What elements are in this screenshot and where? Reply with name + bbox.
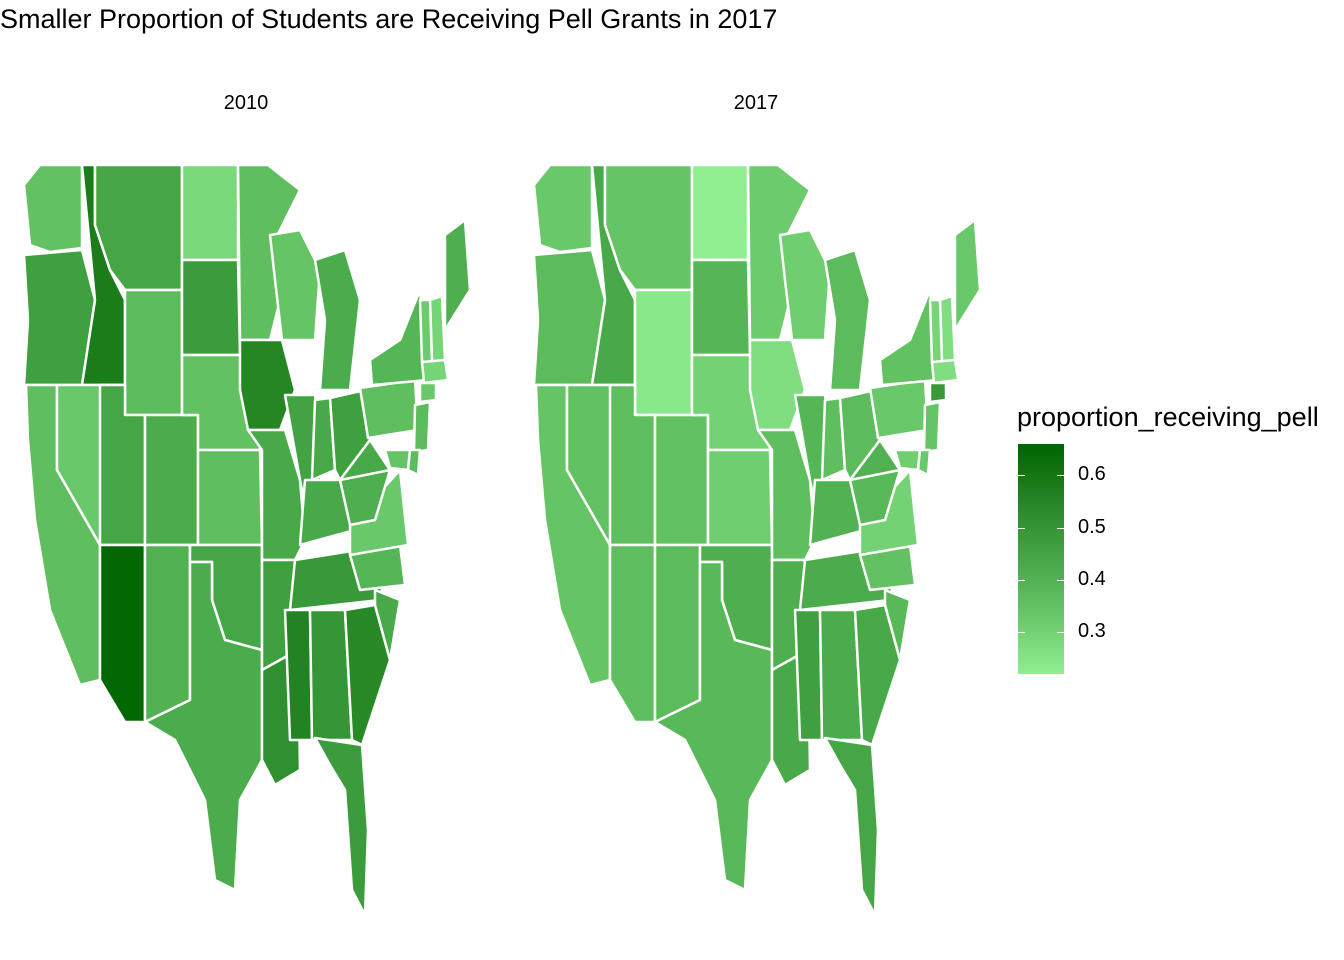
state-wy-2010	[123, 288, 184, 417]
state-mi-2017	[823, 248, 872, 392]
state-wi-2017	[778, 228, 832, 342]
state-ga-2017	[853, 603, 902, 747]
state-wa-2017	[532, 163, 594, 254]
legend-tick-mark	[1018, 579, 1025, 581]
state-ia-2010	[238, 338, 297, 432]
state-me-2010	[443, 218, 472, 332]
state-ms-2010	[283, 608, 314, 742]
state-sc-2017	[883, 588, 912, 662]
state-me-2017	[953, 218, 982, 332]
state-pa-2017	[868, 378, 930, 440]
state-nm-2010	[143, 543, 192, 724]
state-mo-2010	[246, 428, 307, 562]
facet-map-2010	[22, 163, 472, 917]
state-ct-2010	[418, 381, 438, 404]
state-nd-2017	[690, 163, 750, 262]
state-wi-2010	[268, 228, 322, 342]
state-ks-2017	[706, 448, 774, 547]
state-wv-2017	[848, 468, 902, 527]
state-wv-2010	[338, 468, 392, 527]
state-ma-2010	[420, 358, 450, 385]
state-co-2010	[143, 413, 200, 547]
state-wa-2010	[22, 163, 84, 254]
state-nm-2017	[653, 543, 702, 724]
state-wy-2017	[633, 288, 694, 417]
legend-tick-mark	[1057, 475, 1064, 477]
legend-title: proportion_receiving_pell	[1017, 402, 1319, 432]
state-fl-2017	[823, 736, 880, 917]
legend-colorbar	[1018, 444, 1064, 674]
state-md-2010	[383, 448, 412, 472]
facet-map-2017	[532, 163, 982, 917]
state-ks-2010	[196, 448, 264, 547]
state-fl-2010	[313, 736, 370, 917]
chart-title: Smaller Proportion of Students are Recei…	[0, 4, 778, 34]
state-ia-2017	[748, 338, 807, 432]
state-sd-2010	[180, 258, 242, 357]
state-vt-2017	[928, 298, 944, 364]
legend-tick-label: 0.6	[1078, 463, 1106, 486]
legend-tick-label: 0.4	[1078, 567, 1106, 590]
state-ga-2010	[343, 603, 392, 747]
legend-tick-mark	[1057, 632, 1064, 634]
state-pa-2010	[358, 378, 420, 440]
state-nd-2010	[180, 163, 240, 262]
legend-tick-label: 0.3	[1078, 620, 1106, 643]
state-ma-2017	[930, 358, 960, 385]
legend-tick-mark	[1057, 579, 1064, 581]
state-co-2017	[653, 413, 710, 547]
legend-tick-mark	[1018, 475, 1025, 477]
state-az-2010	[98, 543, 147, 724]
state-nj-2017	[922, 400, 942, 454]
state-tx-2010	[143, 560, 264, 892]
state-md-2017	[893, 448, 922, 472]
state-az-2017	[608, 543, 657, 724]
state-mo-2017	[756, 428, 817, 562]
state-vt-2010	[418, 298, 434, 364]
state-sc-2010	[373, 588, 402, 662]
state-mi-2010	[313, 248, 362, 392]
state-ct-2017	[928, 381, 948, 404]
legend-tick-label: 0.5	[1078, 515, 1106, 538]
legend-tick-mark	[1018, 632, 1025, 634]
state-ms-2017	[793, 608, 824, 742]
state-sd-2017	[690, 258, 752, 357]
state-de-2017	[916, 448, 932, 477]
state-de-2010	[406, 448, 422, 477]
facet-title-2010: 2010	[223, 92, 269, 114]
facet-title-2017: 2017	[733, 92, 779, 114]
legend-tick-mark	[1057, 527, 1064, 529]
legend-tick-mark	[1018, 527, 1025, 529]
state-tx-2017	[653, 560, 774, 892]
state-nj-2010	[412, 400, 432, 454]
